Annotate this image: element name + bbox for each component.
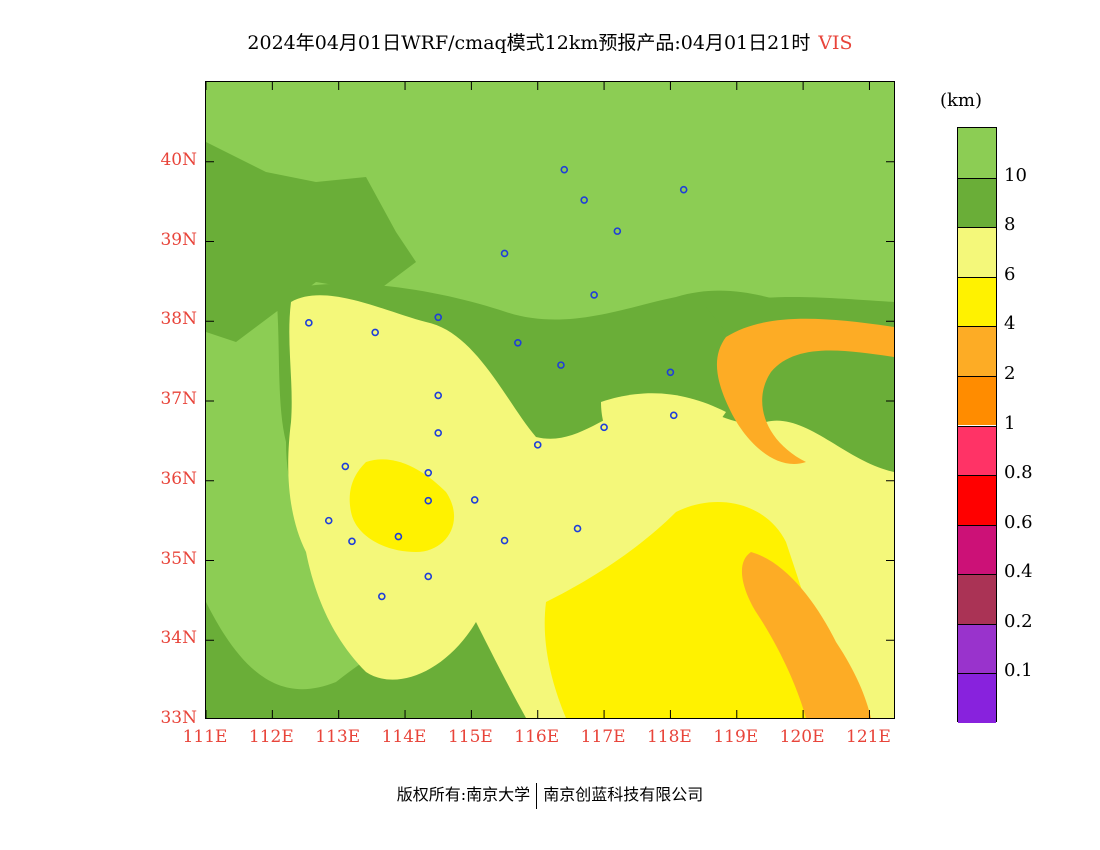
station-marker — [679, 185, 688, 194]
colorbar-label: 0.2 — [1004, 610, 1033, 632]
lat-label: 33N — [160, 708, 197, 728]
colorbar-segment — [958, 227, 996, 277]
colorbar-segment — [958, 326, 996, 376]
colorbar-segment — [958, 475, 996, 525]
station-marker — [557, 361, 565, 369]
field-8km-north — [206, 142, 416, 342]
colorbar-label: 8 — [1004, 214, 1016, 236]
lat-label: 38N — [160, 309, 197, 330]
field-2km-bohai — [716, 318, 894, 464]
colorbar-label: 10 — [1004, 164, 1027, 186]
station-marker — [434, 313, 443, 322]
station-marker — [514, 338, 522, 347]
lon-label: 115E — [447, 727, 493, 747]
lon-label: 116E — [514, 727, 560, 747]
colorbar-segment — [958, 128, 996, 178]
station-marker — [434, 429, 443, 437]
colorbar-segment — [958, 425, 996, 476]
station-marker — [500, 536, 509, 545]
station-marker — [324, 516, 333, 525]
colorbar-segment — [958, 673, 996, 723]
colorbar-segment — [958, 276, 996, 327]
field-6km-shandong — [601, 393, 726, 462]
station-marker — [348, 537, 356, 546]
station-marker — [580, 196, 588, 204]
station-marker — [669, 411, 678, 420]
colorbar-label: 2 — [1004, 362, 1016, 384]
title-variable: VIS — [818, 32, 853, 54]
copyright-footer: 版权所有:南京大学 南京创蓝科技有限公司 — [0, 781, 1100, 809]
lon-label: 113E — [315, 727, 361, 747]
visibility-map — [205, 81, 895, 719]
station-marker — [305, 319, 313, 327]
colorbar-label: 0.8 — [1004, 462, 1033, 484]
colorbar — [957, 127, 997, 723]
station-marker — [424, 496, 433, 505]
lat-label: 39N — [160, 229, 197, 250]
station-marker — [533, 441, 542, 449]
copyright-left: 版权所有:南京大学 — [396, 785, 531, 804]
station-marker — [613, 227, 622, 235]
station-marker — [378, 592, 386, 601]
station-marker — [394, 532, 403, 541]
colorbar-label: 1 — [1004, 412, 1016, 434]
station-marker — [500, 249, 509, 258]
title-main: 2024年04月01日WRF/cmaq模式12km预报产品:04月01日21时 — [247, 32, 811, 54]
station-marker — [341, 462, 350, 471]
colorbar-segment — [958, 623, 996, 674]
lon-label: 120E — [779, 727, 825, 747]
lat-label: 36N — [160, 468, 197, 489]
copyright-right: 南京创蓝科技有限公司 — [543, 785, 704, 804]
lon-label: 121E — [846, 727, 891, 747]
colorbar-label: 0.1 — [1004, 660, 1033, 682]
field-4km-shanxi — [349, 459, 455, 552]
field-8km-east — [706, 297, 894, 332]
station-marker — [573, 524, 582, 533]
footer-divider — [536, 782, 538, 809]
lat-label: 40N — [160, 149, 197, 170]
lon-label: 114E — [381, 727, 427, 747]
map-canvas — [206, 82, 894, 718]
map-title: 2024年04月01日WRF/cmaq模式12km预报产品:04月01日21时 V… — [0, 28, 1100, 55]
station-marker — [560, 165, 569, 174]
lat-label: 37N — [160, 389, 197, 409]
lon-label: 117E — [580, 727, 626, 747]
station-marker — [470, 496, 479, 504]
station-marker — [600, 423, 608, 432]
colorbar-segment — [958, 375, 996, 426]
lat-label: 35N — [160, 548, 197, 569]
field-4km-south — [544, 502, 836, 718]
colorbar-unit: (km) — [940, 90, 983, 111]
colorbar-segment — [958, 524, 996, 575]
lon-label: 119E — [713, 727, 759, 747]
station-marker — [434, 391, 443, 400]
lon-label: 111E — [182, 727, 228, 747]
field-2km-coast — [741, 552, 871, 718]
station-marker — [666, 368, 675, 377]
station-marker — [371, 328, 379, 337]
lon-label: 118E — [646, 727, 692, 747]
station-marker — [590, 291, 598, 299]
colorbar-segment — [958, 177, 996, 228]
lat-label: 34N — [160, 628, 197, 649]
station-marker — [424, 572, 433, 581]
colorbar-label: 0.6 — [1004, 511, 1033, 533]
colorbar-label: 0.4 — [1004, 561, 1033, 583]
lon-label: 112E — [248, 727, 294, 747]
colorbar-label: 6 — [1004, 263, 1016, 285]
colorbar-label: 4 — [1004, 313, 1016, 335]
station-marker — [424, 468, 433, 477]
colorbar-segment — [958, 574, 996, 624]
